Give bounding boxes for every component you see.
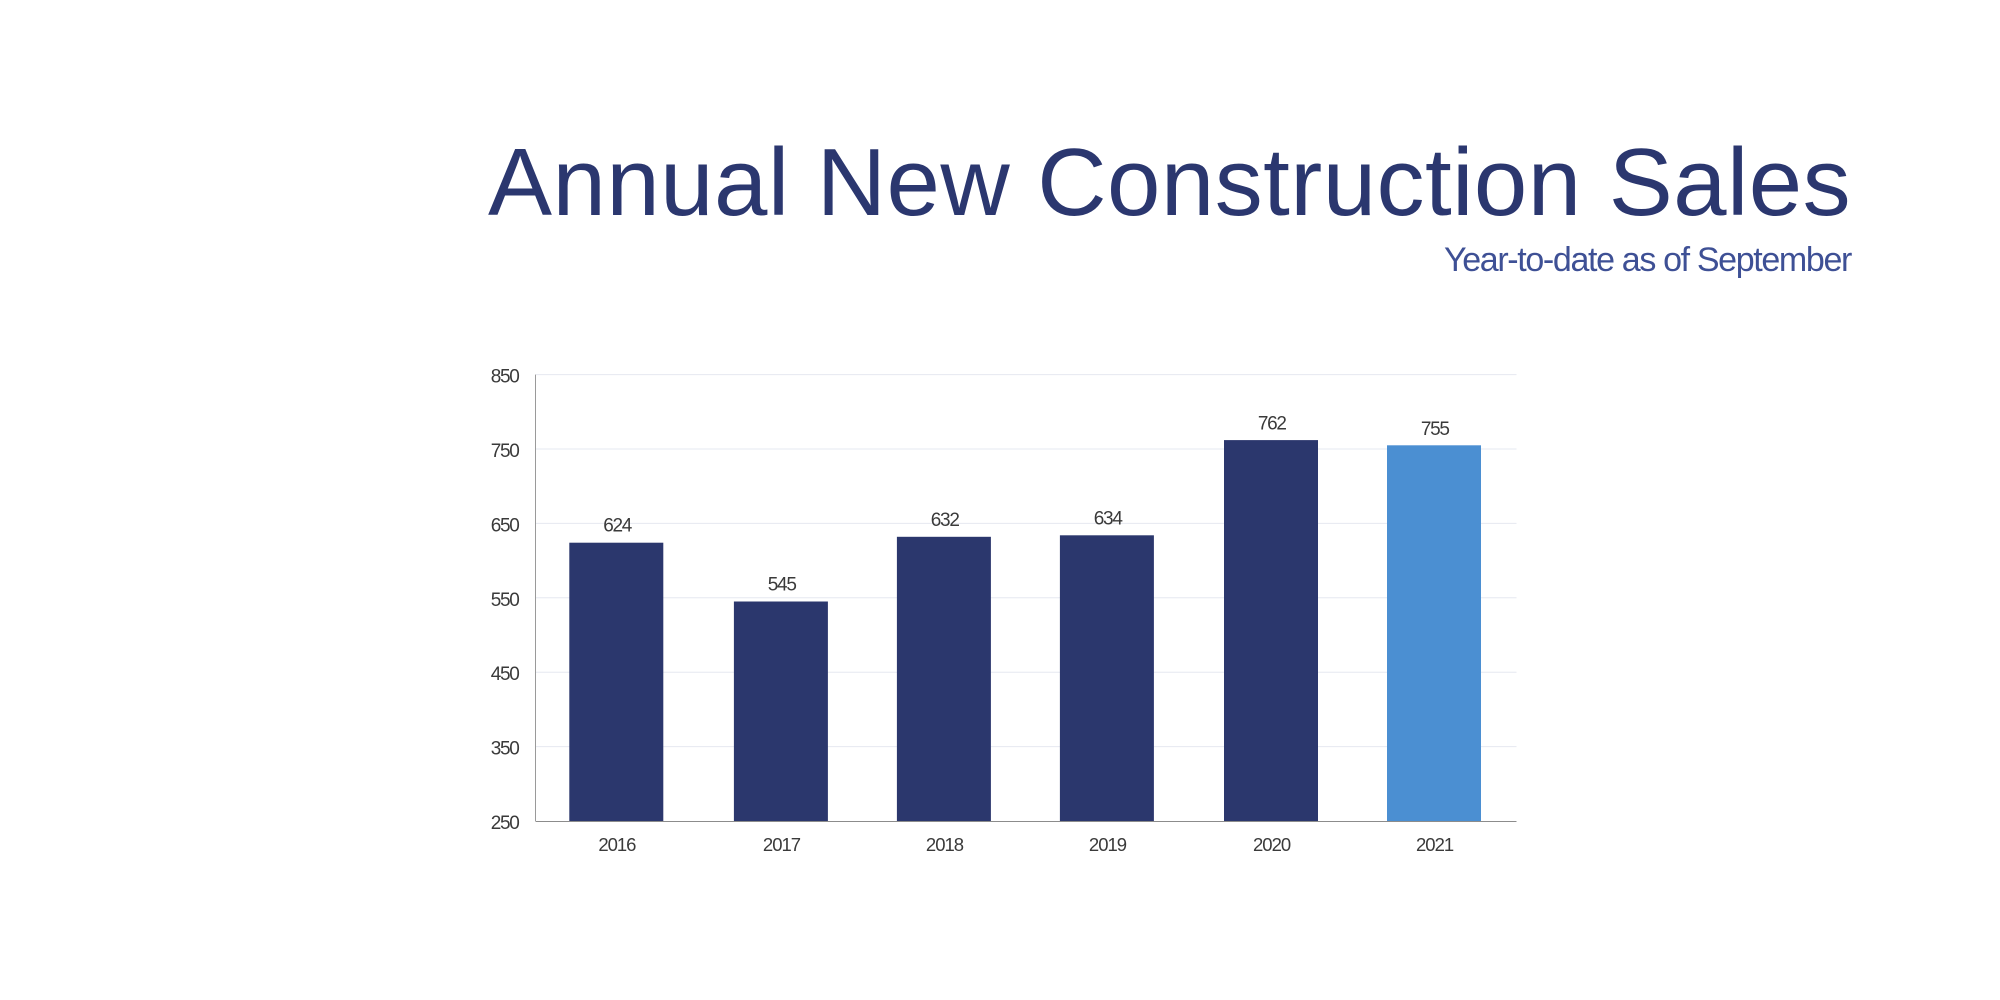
svg-text:2020: 2020 bbox=[1253, 834, 1291, 855]
svg-text:450: 450 bbox=[491, 664, 520, 685]
svg-text:755: 755 bbox=[1421, 419, 1450, 440]
svg-text:2021: 2021 bbox=[1416, 834, 1454, 855]
svg-text:2017: 2017 bbox=[763, 834, 801, 855]
svg-text:624: 624 bbox=[603, 516, 633, 537]
svg-text:634: 634 bbox=[1094, 508, 1124, 529]
svg-text:2019: 2019 bbox=[1089, 834, 1127, 855]
svg-text:750: 750 bbox=[491, 441, 520, 462]
svg-text:250: 250 bbox=[491, 813, 520, 834]
svg-text:850: 850 bbox=[491, 367, 520, 388]
svg-text:2016: 2016 bbox=[598, 834, 636, 855]
svg-text:545: 545 bbox=[768, 575, 797, 596]
svg-text:350: 350 bbox=[491, 739, 520, 760]
svg-text:762: 762 bbox=[1258, 414, 1287, 435]
svg-text:650: 650 bbox=[491, 515, 520, 536]
svg-text:550: 550 bbox=[491, 590, 520, 611]
svg-text:632: 632 bbox=[931, 510, 960, 531]
svg-text:2018: 2018 bbox=[926, 834, 964, 855]
